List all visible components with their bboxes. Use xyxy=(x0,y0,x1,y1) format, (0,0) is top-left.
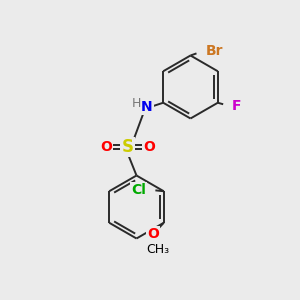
Text: S: S xyxy=(122,138,134,156)
Text: N: N xyxy=(141,100,152,114)
Text: O: O xyxy=(147,227,159,241)
Text: H: H xyxy=(131,98,141,110)
Text: F: F xyxy=(231,99,241,113)
Text: O: O xyxy=(100,140,112,154)
Text: O: O xyxy=(143,140,155,154)
Text: Br: Br xyxy=(206,44,223,58)
Text: CH₃: CH₃ xyxy=(146,243,169,256)
Text: Cl: Cl xyxy=(131,183,146,197)
